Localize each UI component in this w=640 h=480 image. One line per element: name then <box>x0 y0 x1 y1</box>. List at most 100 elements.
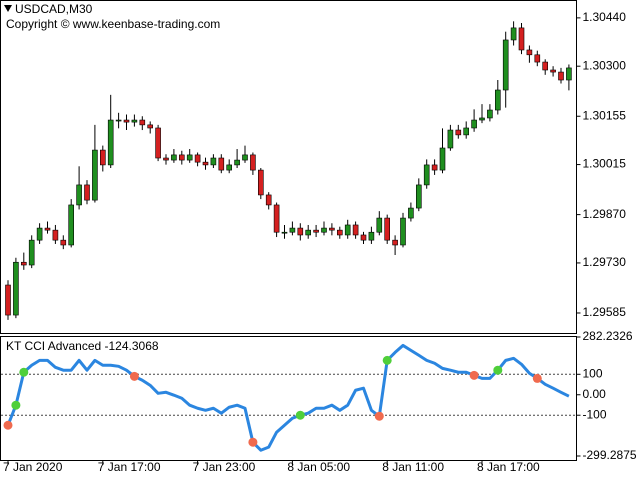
candle-body <box>526 49 533 56</box>
y-tick-label: 282.2326 <box>583 329 633 343</box>
candle-body <box>400 217 406 246</box>
y-tick-label: 1.30015 <box>583 157 627 171</box>
candle-body <box>194 154 201 163</box>
candle-body <box>202 161 209 166</box>
candle-body <box>313 229 319 233</box>
candle-body <box>210 157 217 166</box>
candle-body <box>28 239 35 266</box>
candle-body <box>250 154 256 171</box>
candle-body <box>36 227 43 241</box>
y-tick-label: -100 <box>583 407 607 421</box>
signal-dot <box>469 370 479 380</box>
y-tick-label: 1.30155 <box>583 108 627 122</box>
candle-body <box>423 164 430 186</box>
candle-body <box>289 227 296 233</box>
candle-body <box>392 239 398 246</box>
candle-body <box>408 207 414 219</box>
candle-body <box>368 231 375 241</box>
candle-body <box>510 27 517 41</box>
candle-body <box>360 234 367 241</box>
candle-body <box>123 119 130 123</box>
candle-body <box>471 119 477 129</box>
candle-body <box>84 184 90 201</box>
candle-body <box>60 239 67 246</box>
y-tick-label: -299.2875 <box>583 448 637 462</box>
signal-dot <box>532 373 542 383</box>
candle-body <box>234 159 240 166</box>
signal-dot <box>19 367 29 377</box>
candle-body <box>558 71 564 81</box>
candle-body <box>463 127 470 136</box>
candle-body <box>265 194 272 206</box>
y-tick-label: 1.29870 <box>583 207 627 221</box>
signal-dot <box>11 400 21 410</box>
candle-body <box>336 229 343 236</box>
indicator-panel-frame <box>0 336 577 461</box>
candle-body <box>68 204 74 246</box>
candle-body <box>305 229 312 236</box>
candle-body <box>131 119 138 123</box>
candle-body <box>281 231 288 234</box>
signal-dot <box>248 437 258 447</box>
y-tick-label: 1.29585 <box>583 305 627 319</box>
indicator-title: KT CCI Advanced -124.3068 <box>6 339 159 353</box>
candle-body <box>352 224 359 236</box>
candle-body <box>487 109 493 119</box>
candle-body <box>534 54 541 63</box>
candle-body <box>44 227 51 231</box>
candle-body <box>431 164 438 171</box>
candle-body <box>494 89 501 111</box>
candle-body <box>479 117 485 121</box>
candle-body <box>376 217 383 233</box>
signal-dot <box>493 365 503 375</box>
y-tick-label: 0.00 <box>583 387 607 401</box>
candle-body <box>242 154 248 161</box>
x-tick-label: 8 Jan 17:00 <box>477 460 540 474</box>
candle-body <box>415 184 422 209</box>
candle-body <box>344 224 351 236</box>
candle-body <box>147 124 153 129</box>
candle-body <box>171 154 177 161</box>
candle-body <box>439 147 446 171</box>
candle-body <box>218 157 225 171</box>
candle-body <box>5 284 11 316</box>
y-tick-label: 1.30440 <box>583 10 627 24</box>
candle-body <box>226 164 232 171</box>
candle-body <box>329 227 335 231</box>
signal-dot <box>382 355 392 365</box>
candle-body <box>186 154 193 161</box>
candle-body <box>455 129 462 136</box>
candle-body <box>20 261 27 266</box>
candle-body <box>447 129 454 149</box>
signal-dot <box>3 420 13 430</box>
candle-body <box>179 154 185 161</box>
candle-body <box>52 229 59 241</box>
x-tick-label: 7 Jan 17:00 <box>98 460 161 474</box>
candle-body <box>297 227 304 236</box>
y-tick-label: 100 <box>583 366 603 380</box>
signal-dot <box>295 410 305 420</box>
y-tick-label: 1.29730 <box>583 255 627 269</box>
x-tick-label: 7 Jan 2020 <box>3 460 63 474</box>
candle-body <box>163 157 169 161</box>
candle-body <box>139 119 146 126</box>
candle-body <box>257 169 264 196</box>
symbol-title: USDCAD,M30 <box>15 2 93 16</box>
candle-body <box>92 149 98 201</box>
candle-body <box>13 261 19 316</box>
menu-triangle[interactable] <box>4 5 12 12</box>
y-tick-label: 1.30300 <box>583 58 627 72</box>
candle-body <box>155 127 161 159</box>
copyright: Copyright © www.keenbase-trading.com <box>6 17 220 31</box>
x-tick-label: 7 Jan 23:00 <box>193 460 256 474</box>
x-tick-label: 8 Jan 05:00 <box>287 460 350 474</box>
candle-body <box>384 217 391 241</box>
candle-body <box>518 27 525 51</box>
candle-body <box>115 119 122 122</box>
candle-body <box>321 227 327 233</box>
candle-body <box>542 61 549 71</box>
price-panel-frame <box>0 0 577 334</box>
signal-dot <box>129 371 139 381</box>
